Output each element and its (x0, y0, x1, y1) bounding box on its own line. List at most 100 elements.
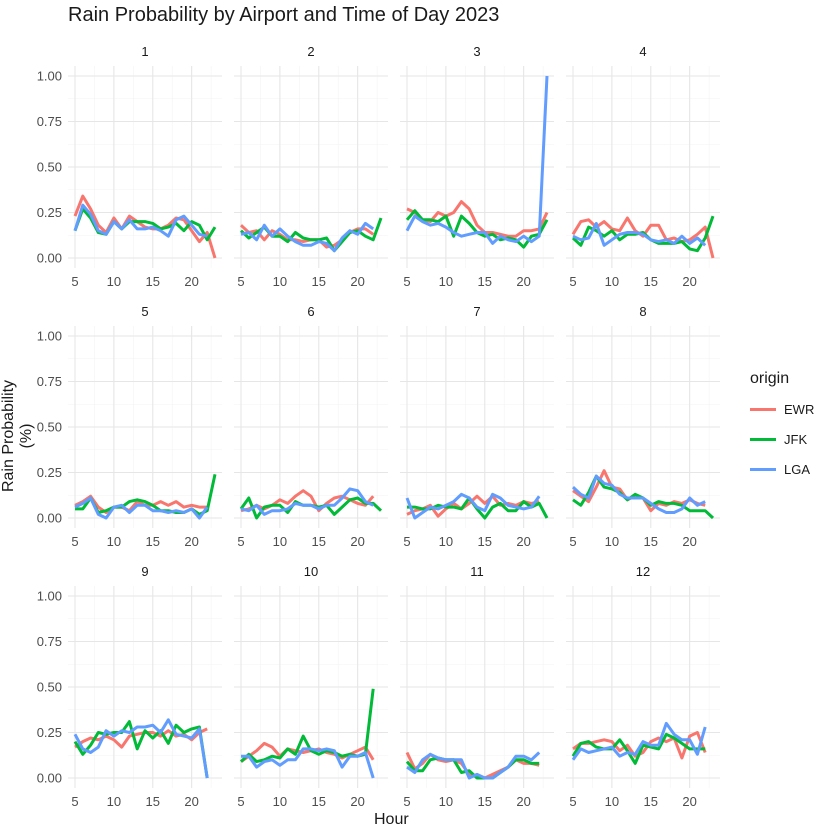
series-line-jfk-panel-4 (571, 215, 715, 253)
x-tick-label: 20 (516, 534, 530, 549)
x-tick-label: 15 (644, 274, 658, 289)
series-line-lga-panel-2 (240, 221, 375, 253)
series-line-ewr-panel-5 (74, 494, 208, 514)
panel-label-9: 9 (141, 564, 148, 579)
y-tick-label: 1.00 (37, 589, 62, 604)
legend-swatch-ewr (750, 407, 776, 411)
x-tick-label: 20 (350, 274, 364, 289)
x-tick-label: 10 (605, 534, 619, 549)
x-tick-label: 5 (237, 274, 244, 289)
series-line-lga-panel-5 (74, 496, 209, 520)
x-tick-label: 15 (312, 794, 326, 809)
y-tick-label: 0.50 (37, 160, 62, 175)
legend: origin EWR JFK LGA (750, 370, 814, 484)
legend-label-lga: LGA (784, 461, 811, 477)
legend-title: origin (750, 370, 790, 387)
x-tick-label: 15 (146, 274, 160, 289)
series-line-jfk-panel-10 (239, 688, 375, 764)
x-tick-label: 5 (71, 794, 78, 809)
series-line-ewr-panel-1 (73, 194, 217, 259)
series-line-lga-panel-11 (406, 751, 541, 780)
panel-label-6: 6 (307, 304, 314, 319)
x-tick-label: 20 (682, 794, 696, 809)
panel-label-3: 3 (473, 44, 480, 59)
x-tick-label: 15 (478, 274, 492, 289)
x-tick-label: 5 (569, 274, 576, 289)
x-axis-label: Hour (374, 811, 409, 828)
y-tick-label: 0.25 (37, 725, 62, 740)
panel-label-12: 12 (636, 564, 650, 579)
x-tick-label: 15 (644, 534, 658, 549)
y-tick-label: 0.00 (37, 251, 62, 266)
y-tick-label: 1.00 (37, 69, 62, 84)
x-tick-label: 5 (71, 534, 78, 549)
series-line-jfk-panel-3 (405, 209, 549, 249)
y-tick-label: 1.00 (37, 329, 62, 344)
series-line-lga-panel-7 (405, 492, 541, 520)
x-tick-label: 10 (439, 794, 453, 809)
x-tick-label: 5 (237, 794, 244, 809)
x-tick-label: 5 (569, 794, 576, 809)
x-tick-label: 20 (682, 534, 696, 549)
x-tick-label: 10 (107, 534, 121, 549)
x-tick-label: 20 (682, 274, 696, 289)
x-tick-label: 20 (184, 274, 198, 289)
x-tick-label: 15 (146, 534, 160, 549)
x-tick-label: 15 (312, 534, 326, 549)
x-tick-label: 20 (516, 274, 530, 289)
y-tick-label: 0.25 (37, 205, 62, 220)
legend-label-ewr: EWR (784, 401, 815, 417)
series-line-lga-panel-6 (240, 487, 374, 516)
y-tick-label: 0.00 (37, 771, 62, 786)
x-tick-label: 5 (569, 534, 576, 549)
x-tick-label: 10 (605, 794, 619, 809)
series-line-jfk-panel-11 (405, 756, 540, 780)
panel-label-7: 7 (473, 304, 480, 319)
legend-label-jfk: JFK (784, 431, 808, 447)
series-line-ewr-panel-3 (406, 200, 549, 238)
x-tick-label: 10 (107, 794, 121, 809)
series-line-jfk-panel-9 (73, 720, 209, 779)
series-line-lga-panel-9 (73, 718, 209, 779)
series-line-lga-panel-12 (571, 721, 707, 761)
y-tick-label: 0.50 (37, 420, 62, 435)
x-tick-label: 20 (516, 794, 530, 809)
series-line-lga-panel-3 (405, 75, 549, 245)
series-line-lga-panel-8 (571, 474, 706, 514)
x-tick-label: 10 (273, 534, 287, 549)
x-tick-label: 20 (184, 534, 198, 549)
x-tick-label: 10 (273, 794, 287, 809)
x-tick-label: 15 (146, 794, 160, 809)
x-tick-label: 10 (107, 274, 121, 289)
y-tick-label: 0.00 (37, 511, 62, 526)
x-tick-label: 15 (478, 794, 492, 809)
y-tick-label: 0.75 (37, 374, 62, 389)
x-tick-label: 10 (605, 274, 619, 289)
y-tick-label: 0.50 (37, 680, 62, 695)
series-line-jfk-panel-1 (73, 207, 217, 242)
series-line-lga-panel-1 (73, 203, 208, 238)
series-line-jfk-panel-6 (239, 496, 383, 520)
chart-title: Rain Probability by Airport and Time of … (68, 4, 500, 26)
x-tick-label: 15 (478, 534, 492, 549)
legend-item-lga: LGA (750, 454, 814, 484)
panel-label-8: 8 (639, 304, 646, 319)
legend-item-jfk: JFK (750, 424, 814, 454)
y-tick-label: 0.75 (37, 114, 62, 129)
series-line-jfk-panel-12 (571, 732, 706, 765)
series-line-lga-panel-10 (241, 747, 375, 779)
panel-label-2: 2 (307, 44, 314, 59)
series-line-lga-panel-4 (572, 221, 707, 247)
x-tick-label: 20 (184, 794, 198, 809)
panel-label-4: 4 (639, 44, 646, 59)
panel-label-1: 1 (141, 44, 148, 59)
legend-item-ewr: EWR (750, 394, 814, 424)
x-tick-label: 5 (403, 274, 410, 289)
x-tick-label: 20 (350, 534, 364, 549)
series-line-ewr-panel-4 (571, 216, 715, 259)
series-line-ewr-panel-7 (406, 494, 540, 518)
x-tick-label: 10 (439, 534, 453, 549)
y-axis-label: Rain Probability (%) (0, 379, 35, 493)
